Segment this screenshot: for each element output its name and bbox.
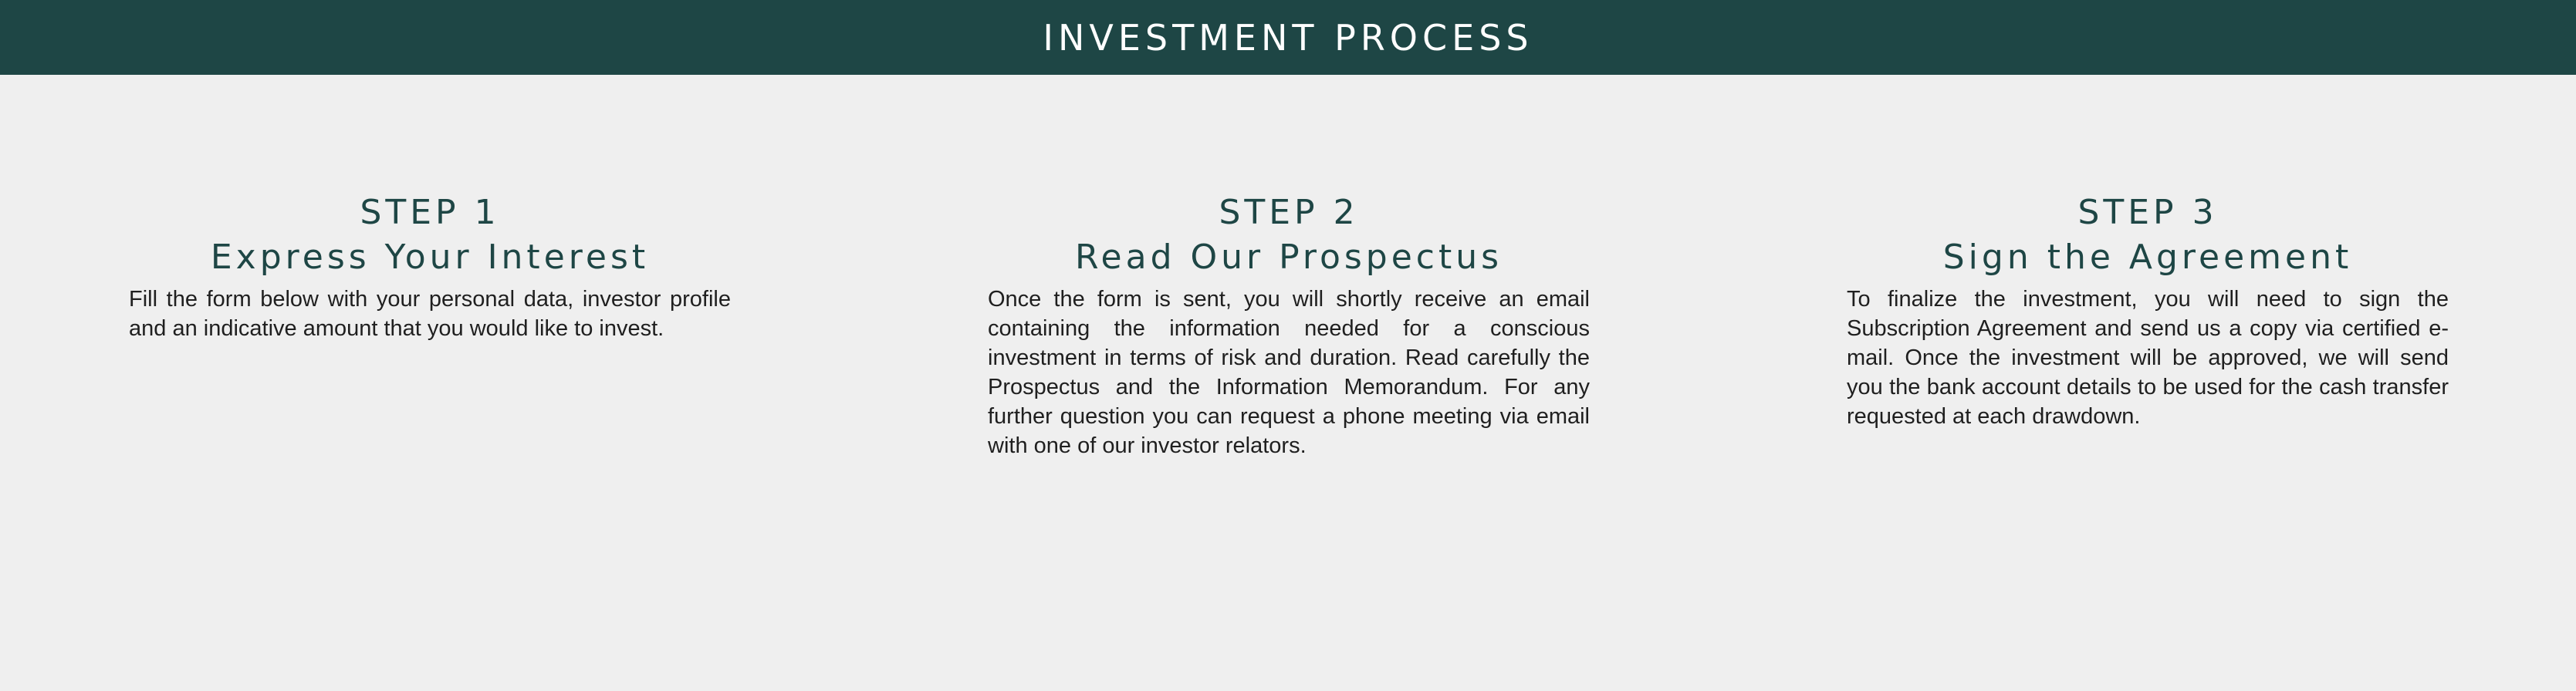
steps-section: STEP 1 Express Your Interest Fill the fo… xyxy=(0,75,2576,691)
step-1-number: STEP 1 xyxy=(360,193,500,232)
page-header: INVESTMENT PROCESS xyxy=(0,0,2576,75)
step-3-number: STEP 3 xyxy=(2077,193,2218,232)
step-2: STEP 2 Read Our Prospectus Once the form… xyxy=(988,190,1590,460)
step-3-text: To finalize the investment, you will nee… xyxy=(1847,287,2449,429)
step-1: STEP 1 Express Your Interest Fill the fo… xyxy=(129,190,731,343)
step-2-text: Once the form is sent, you will shortly … xyxy=(988,287,1590,458)
page-title: INVESTMENT PROCESS xyxy=(1043,16,1533,59)
step-2-title: Read Our Prospectus xyxy=(1074,238,1503,277)
step-3: STEP 3 Sign the Agreement To finalize th… xyxy=(1847,190,2449,431)
step-2-number: STEP 2 xyxy=(1219,193,1359,232)
step-1-text: Fill the form below with your personal d… xyxy=(129,287,731,341)
step-3-title: Sign the Agreement xyxy=(1942,238,2353,277)
step-1-title: Express Your Interest xyxy=(210,238,650,277)
